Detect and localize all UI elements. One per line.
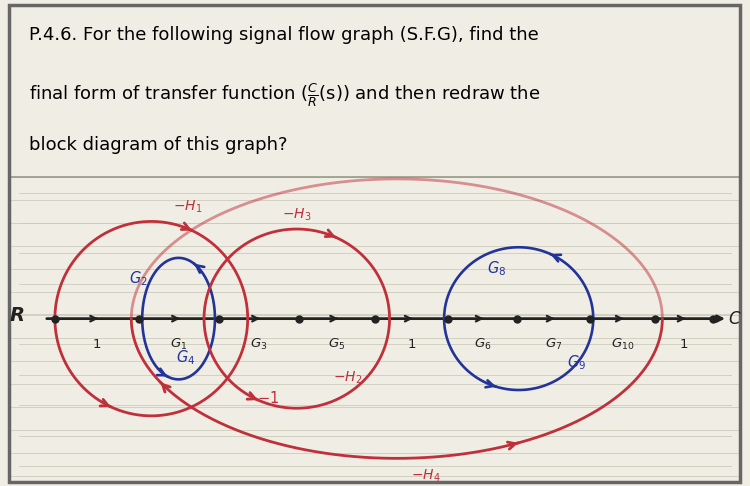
Text: $G_{8}$: $G_{8}$ (488, 259, 506, 278)
Text: $G_{9}$: $G_{9}$ (567, 353, 586, 372)
Text: 1: 1 (680, 338, 688, 351)
Text: 1: 1 (92, 338, 101, 351)
Text: $G_{3}$: $G_{3}$ (250, 337, 267, 352)
Text: $G_{10}$: $G_{10}$ (610, 337, 634, 352)
Text: block diagram of this graph?: block diagram of this graph? (29, 136, 288, 154)
Text: $-1$: $-1$ (256, 390, 279, 406)
Text: $-H_1$: $-H_1$ (173, 199, 202, 215)
Text: $G_{5}$: $G_{5}$ (328, 337, 346, 352)
Text: R: R (10, 306, 25, 325)
Text: $G_{2}$: $G_{2}$ (129, 270, 148, 289)
Text: $G_{4}$: $G_{4}$ (176, 349, 196, 367)
Text: $-H_4$: $-H_4$ (411, 468, 441, 484)
Text: 1: 1 (407, 338, 416, 351)
Text: P.4.6. For the following signal flow graph (S.F.G), find the: P.4.6. For the following signal flow gra… (29, 26, 539, 44)
Text: $G_{7}$: $G_{7}$ (544, 337, 562, 352)
Text: $-H_3$: $-H_3$ (282, 207, 311, 223)
Text: $G_{6}$: $G_{6}$ (473, 337, 491, 352)
Text: $G_{1}$: $G_{1}$ (170, 337, 188, 352)
Text: final form of transfer function ($\frac{C}{R}$(s)) and then redraw the: final form of transfer function ($\frac{… (29, 81, 541, 109)
Text: $-H_2$: $-H_2$ (333, 370, 362, 386)
Text: C: C (728, 310, 740, 328)
